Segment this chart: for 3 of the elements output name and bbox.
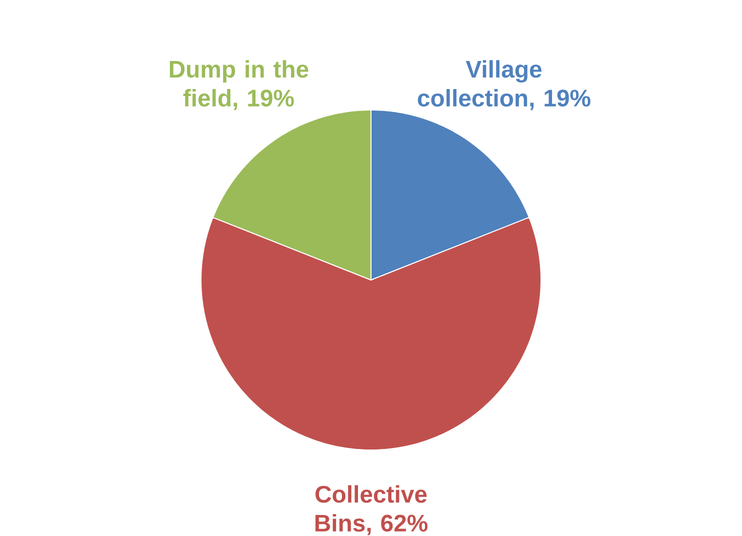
slice-label: Village collection, 19% xyxy=(418,60,590,110)
slice-label: Dump in the field, 19% xyxy=(170,60,308,110)
slice-label: Collective Bins, 62% xyxy=(315,485,428,536)
